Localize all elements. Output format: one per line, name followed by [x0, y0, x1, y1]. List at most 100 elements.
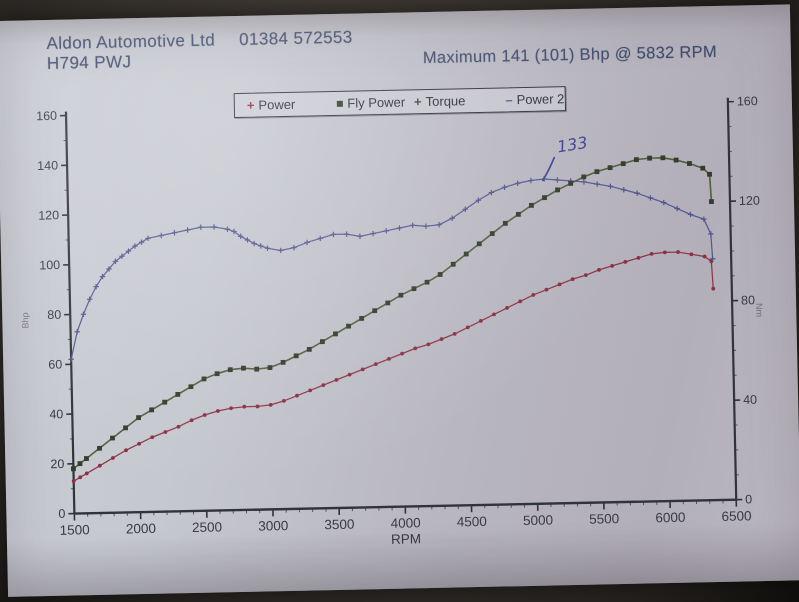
marker-square: [306, 346, 312, 352]
handwritten-annotation: 133: [556, 133, 589, 157]
series-line-power: [73, 251, 714, 482]
y-right-axis-title: Nm: [754, 303, 764, 317]
marker-square: [70, 466, 76, 472]
marker-square: [528, 202, 534, 208]
marker-square: [463, 251, 469, 257]
marker-square: [411, 286, 417, 292]
marker-dot: [242, 404, 247, 409]
marker-square: [515, 211, 521, 217]
marker-dot: [610, 263, 615, 268]
marker-dot: [439, 337, 444, 342]
marker-dot: [268, 403, 273, 407]
x-tick-label: 5500: [589, 511, 619, 527]
marker-square: [267, 365, 273, 371]
x-tick-label: 6000: [655, 510, 685, 526]
marker-dot: [347, 372, 352, 377]
marker-square: [149, 407, 155, 413]
marker-dot: [413, 346, 418, 351]
marker-dot: [544, 287, 549, 292]
marker-square: [542, 195, 547, 201]
marker-dot: [137, 441, 142, 446]
marker-dot: [649, 251, 654, 256]
marker-dot: [570, 277, 575, 282]
marker-dot: [97, 463, 102, 468]
marker-square: [633, 157, 639, 163]
marker-square: [227, 367, 233, 373]
marker-square: [607, 165, 613, 171]
marker-dot: [150, 435, 155, 440]
marker-dot: [360, 367, 365, 372]
marker-square: [175, 391, 181, 397]
marker-square: [489, 231, 495, 237]
marker-square: [385, 300, 391, 306]
marker-dot: [373, 362, 378, 367]
y-axis-left: [64, 111, 76, 514]
y-axis-right: [726, 97, 738, 500]
marker-square: [333, 331, 338, 337]
x-tick-label: 4000: [390, 515, 420, 531]
x-tick-label: 2000: [126, 521, 156, 537]
marker-dot: [426, 342, 431, 347]
marker-dot: [518, 299, 523, 304]
x-tick-label: 6500: [721, 508, 751, 524]
x-tick-label: 3500: [324, 517, 354, 533]
marker-dot: [636, 255, 641, 260]
marker-square: [450, 261, 456, 267]
marker-square: [476, 241, 482, 247]
marker-square: [162, 399, 168, 405]
marker-dot: [676, 250, 680, 254]
marker-square: [346, 323, 351, 329]
marker-dot: [531, 293, 536, 297]
marker-square: [201, 376, 207, 382]
y-left-tick-label: 80: [47, 308, 61, 322]
marker-square: [708, 199, 714, 205]
marker-square: [110, 435, 115, 441]
marker-square: [594, 169, 600, 175]
marker-square: [136, 415, 142, 421]
marker-dot: [176, 424, 181, 429]
marker-dot: [689, 252, 694, 257]
marker-square: [502, 220, 508, 226]
x-tick-label: 4500: [457, 514, 487, 530]
marker-square: [84, 456, 89, 461]
x-tick-label: 3000: [258, 518, 288, 534]
y-right-tick-label: 160: [737, 94, 758, 108]
marker-dot: [505, 305, 509, 310]
marker-dot: [78, 475, 83, 480]
series-line-power-2: [70, 178, 714, 360]
marker-dot: [202, 413, 207, 417]
paper-sheet: Aldon Automotive Ltd 01384 572553 H794 PW…: [0, 4, 799, 597]
y-left-axis-title: Bhp: [20, 312, 30, 328]
marker-dot: [711, 286, 716, 291]
y-right-tick-label: 80: [741, 293, 755, 307]
marker-dot: [111, 456, 115, 460]
marker-square: [707, 171, 712, 177]
y-left-tick-label: 0: [58, 507, 65, 521]
marker-dot: [163, 430, 168, 434]
marker-square: [687, 161, 692, 166]
marker-dot: [255, 404, 260, 409]
marker-dot: [478, 318, 483, 323]
marker-square: [398, 292, 404, 298]
marker-dot: [662, 250, 667, 255]
marker-square: [620, 161, 626, 167]
x-axis-title: RPM: [391, 531, 421, 547]
marker-dot: [281, 398, 286, 403]
marker-dot: [623, 259, 628, 264]
series-line-fly-power: [72, 157, 713, 470]
marker-square: [673, 157, 679, 163]
marker-dot: [295, 393, 299, 398]
marker-square: [214, 371, 220, 377]
y-right-tick-label: 120: [739, 194, 760, 208]
marker-square: [254, 366, 260, 372]
marker-square: [700, 165, 706, 171]
marker-square: [359, 315, 365, 321]
marker-dot: [557, 282, 562, 287]
marker-dot: [334, 377, 339, 382]
marker-square: [372, 308, 378, 314]
marker-square: [188, 384, 194, 390]
marker-square: [424, 279, 430, 285]
marker-square: [660, 155, 666, 161]
x-tick-label: 1500: [60, 522, 90, 538]
